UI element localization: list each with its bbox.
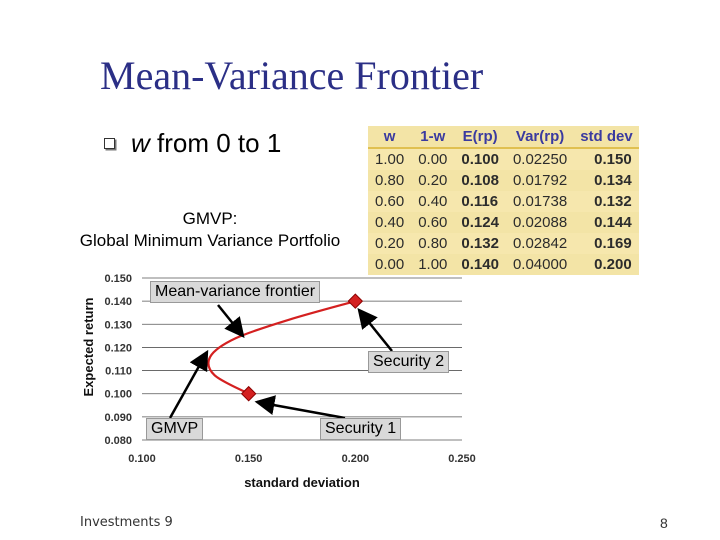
security-marker (240, 385, 257, 402)
table-cell: 0.01738 (505, 191, 575, 212)
security1-arrow (254, 395, 346, 420)
table-cell: 0.144 (594, 214, 632, 231)
table-row: 0.20 0.80 0.132 0.02842 0.169 (368, 233, 639, 254)
x-tick-label: 0.250 (448, 453, 476, 465)
table-row: 1.00 0.00 0.100 0.02250 0.150 (368, 148, 639, 170)
table-cell: 0.00 (375, 256, 405, 273)
table-cell: 0.60 (368, 191, 412, 212)
gmvp-arrow (168, 349, 209, 419)
bullet-phrase: from 0 to 1 (149, 128, 282, 158)
table-cell: 0.02088 (512, 214, 568, 231)
footer-course: Investments 9 (80, 515, 173, 530)
table-cell: 0.132 (574, 191, 639, 212)
table-cell: 1.00 (368, 148, 412, 170)
y-tick-label: 0.100 (104, 389, 132, 401)
y-tick-label: 0.150 (104, 273, 132, 285)
table-cell: 0.02842 (505, 233, 575, 254)
x-axis-label: standard deviation (244, 475, 360, 490)
table-row: 0.80 0.20 0.108 0.01792 0.134 (368, 170, 639, 191)
table-row: 0.60 0.40 0.116 0.01738 0.132 (368, 191, 639, 212)
table-header-cell: Var(rp) (505, 126, 575, 149)
x-tick-label: 0.150 (235, 453, 263, 465)
table-cell: 0.40 (375, 214, 405, 231)
frontier-arrow (217, 304, 245, 338)
table-cell: 0.00 (411, 148, 455, 170)
table-cell: 0.116 (454, 191, 506, 212)
table-cell: 0.134 (594, 172, 632, 189)
page-number: 8 (660, 515, 668, 531)
table-cell: 0.200 (594, 256, 632, 273)
table-cell: 0.124 (461, 214, 499, 231)
y-axis-label: Expected return (81, 297, 96, 396)
square-bullet-icon (104, 138, 115, 149)
table-header-row: w 1-w E(rp) Var(rp) std dev (368, 126, 639, 149)
table-cell: 0.80 (375, 172, 405, 189)
table-cell: 0.01792 (512, 172, 568, 189)
y-tick-label: 0.080 (104, 435, 132, 447)
y-tick-label: 0.110 (105, 366, 132, 378)
table-header-cell: w (368, 126, 412, 149)
y-tick-label: 0.140 (104, 296, 132, 308)
table-header-cell: E(rp) (454, 126, 506, 149)
bullet-item: w from 0 to 1 (104, 128, 281, 159)
table-cell: 0.80 (411, 233, 455, 254)
table-cell: 0.169 (574, 233, 639, 254)
security-marker (347, 293, 364, 309)
table-cell: 0.02250 (505, 148, 575, 170)
table-row: 0.00 1.00 0.140 0.04000 0.200 (368, 254, 639, 275)
y-tick-label: 0.130 (104, 319, 132, 331)
table-cell: 0.04000 (512, 256, 568, 273)
table-header-cell: 1-w (411, 126, 455, 149)
security2-arrow (357, 308, 393, 352)
security2-callout: Security 2 (368, 351, 450, 373)
frontier-callout: Mean-variance frontier (150, 281, 321, 303)
table-cell: 0.40 (411, 191, 455, 212)
bullet-text: w from 0 to 1 (131, 128, 281, 159)
gmvp-definition-text: Global Minimum Variance Portfolio (79, 231, 341, 250)
bullet-variable: w (131, 128, 150, 158)
x-tick-label: 0.100 (128, 453, 156, 465)
gmvp-definition: GMVP: Global Minimum Variance Portfolio (40, 208, 380, 252)
security1-callout: Security 1 (320, 418, 402, 440)
y-tick-label: 0.120 (104, 342, 132, 354)
table-cell: 0.60 (418, 214, 448, 231)
y-tick-label: 0.090 (104, 412, 132, 424)
table-cell: 0.20 (368, 233, 412, 254)
table-cell: 0.100 (454, 148, 506, 170)
table-cell: 0.140 (461, 256, 499, 273)
table-header-cell: std dev (574, 126, 639, 149)
table-row: 0.40 0.60 0.124 0.02088 0.144 (368, 212, 639, 233)
table-cell: 0.150 (574, 148, 639, 170)
frontier-line (207, 300, 356, 395)
weights-table: w 1-w E(rp) Var(rp) std dev 1.00 0.00 0.100 0.0… (368, 126, 639, 275)
table-cell: 0.108 (461, 172, 499, 189)
slide-title: Mean-Variance Frontier (100, 53, 484, 98)
gmvp-definition-label: GMVP: (182, 209, 238, 228)
table-cell: 1.00 (418, 256, 448, 273)
x-tick-label: 0.200 (342, 453, 370, 465)
table-cell: 0.20 (418, 172, 448, 189)
table-cell: 0.132 (454, 233, 506, 254)
gmvp-callout: GMVP (146, 418, 204, 440)
